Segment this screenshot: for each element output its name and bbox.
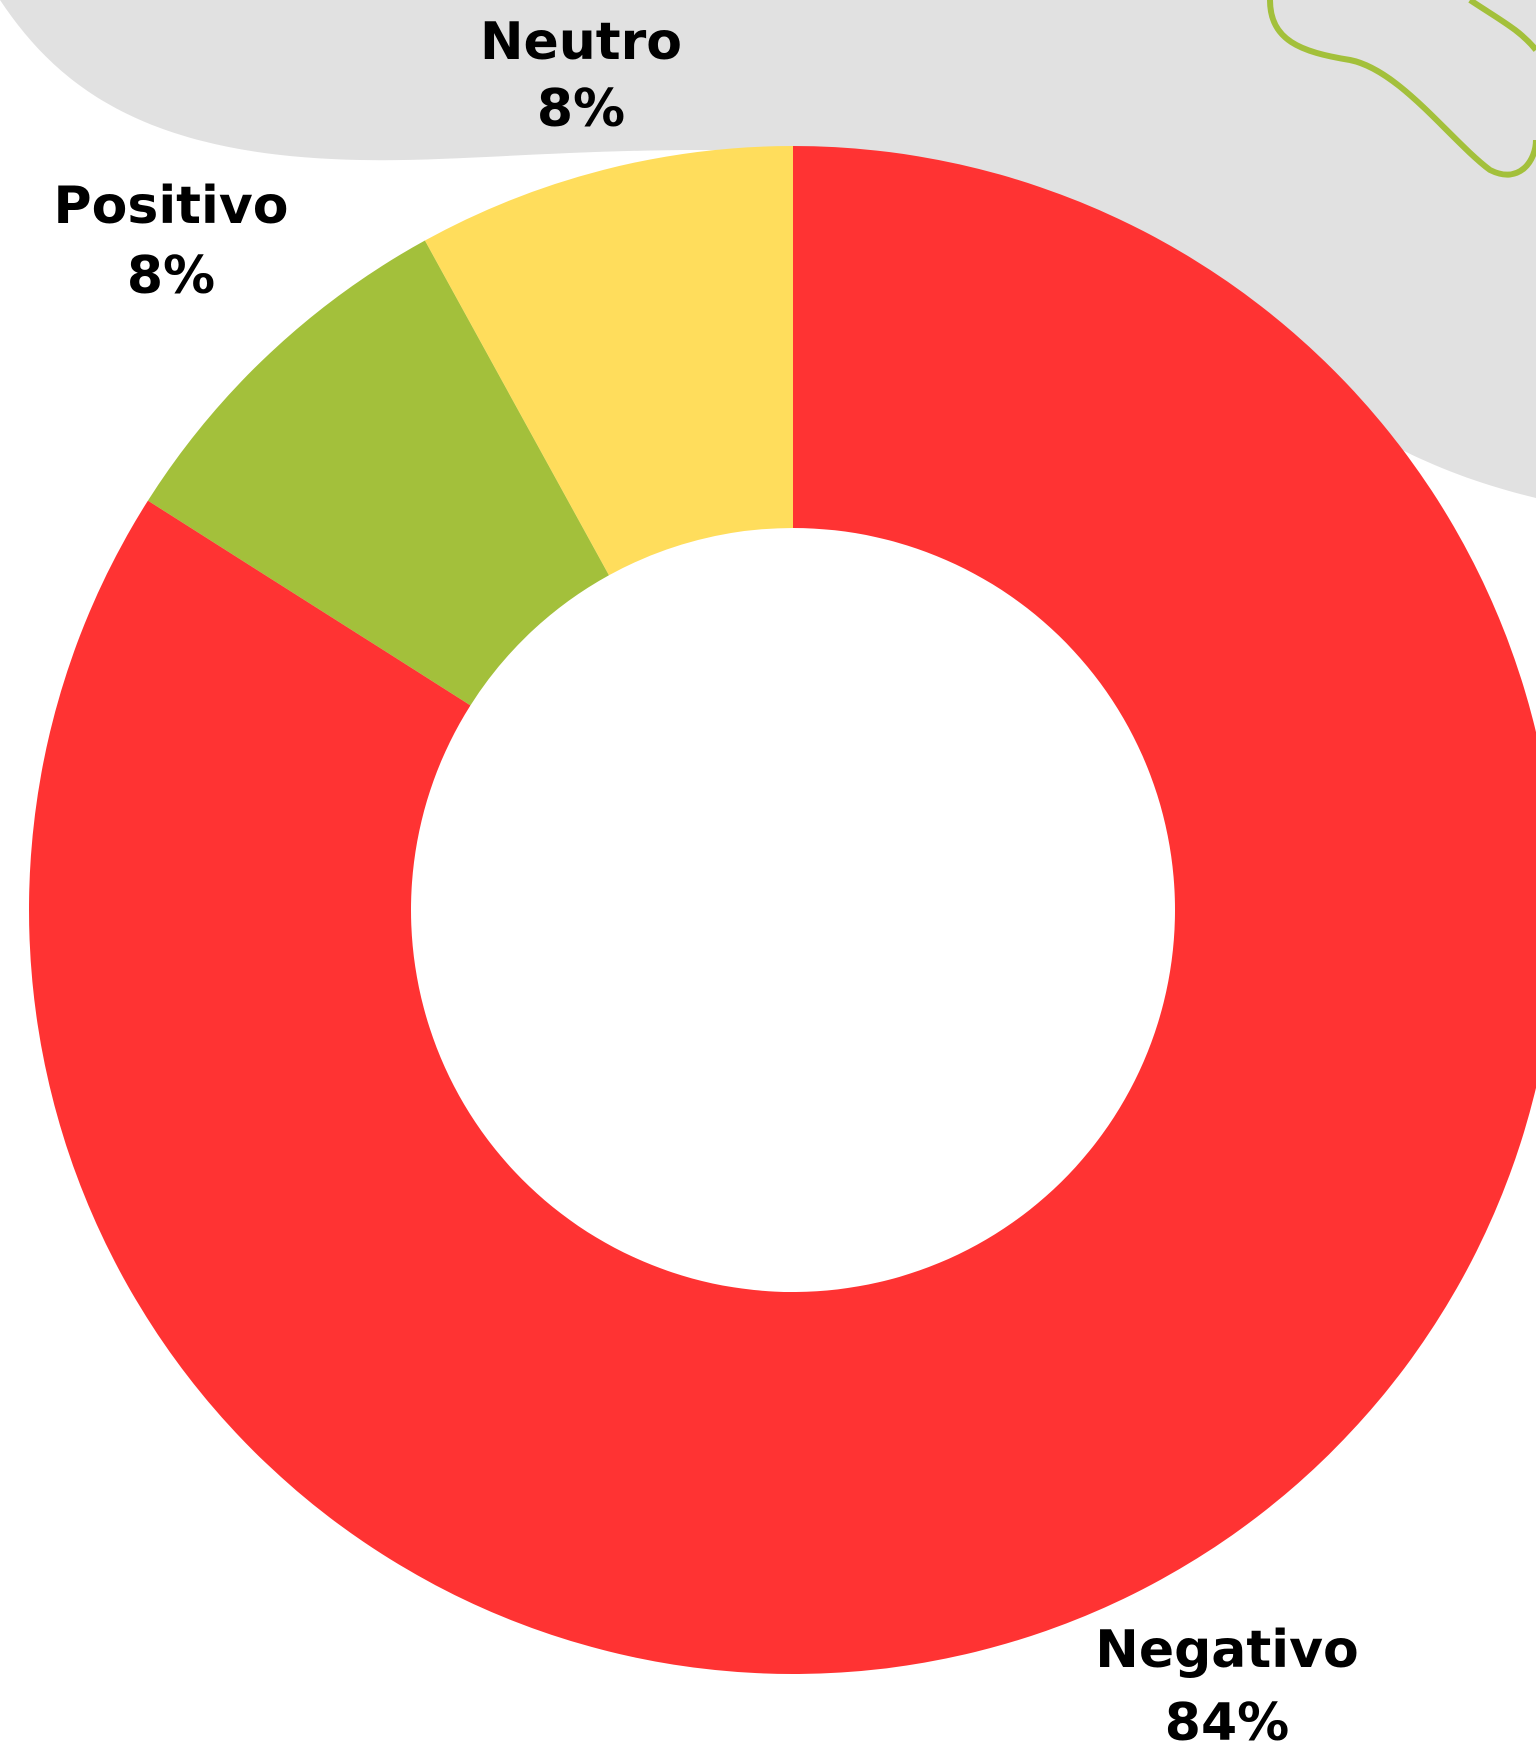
slice-label: Negativo <box>1095 1620 1358 1680</box>
slice-label: Neutro <box>480 12 682 72</box>
slice-value-label: 8% <box>127 246 215 306</box>
chart: Negativo 84% Positivo 8% Neutro 8% <box>0 0 1536 1752</box>
slice-value-label: 8% <box>537 79 625 139</box>
slice-value-label: 84% <box>1165 1693 1289 1752</box>
page: {"chart_data": {"type": "donut", "catego… <box>0 0 1536 1752</box>
slice-label: Positivo <box>54 176 289 236</box>
